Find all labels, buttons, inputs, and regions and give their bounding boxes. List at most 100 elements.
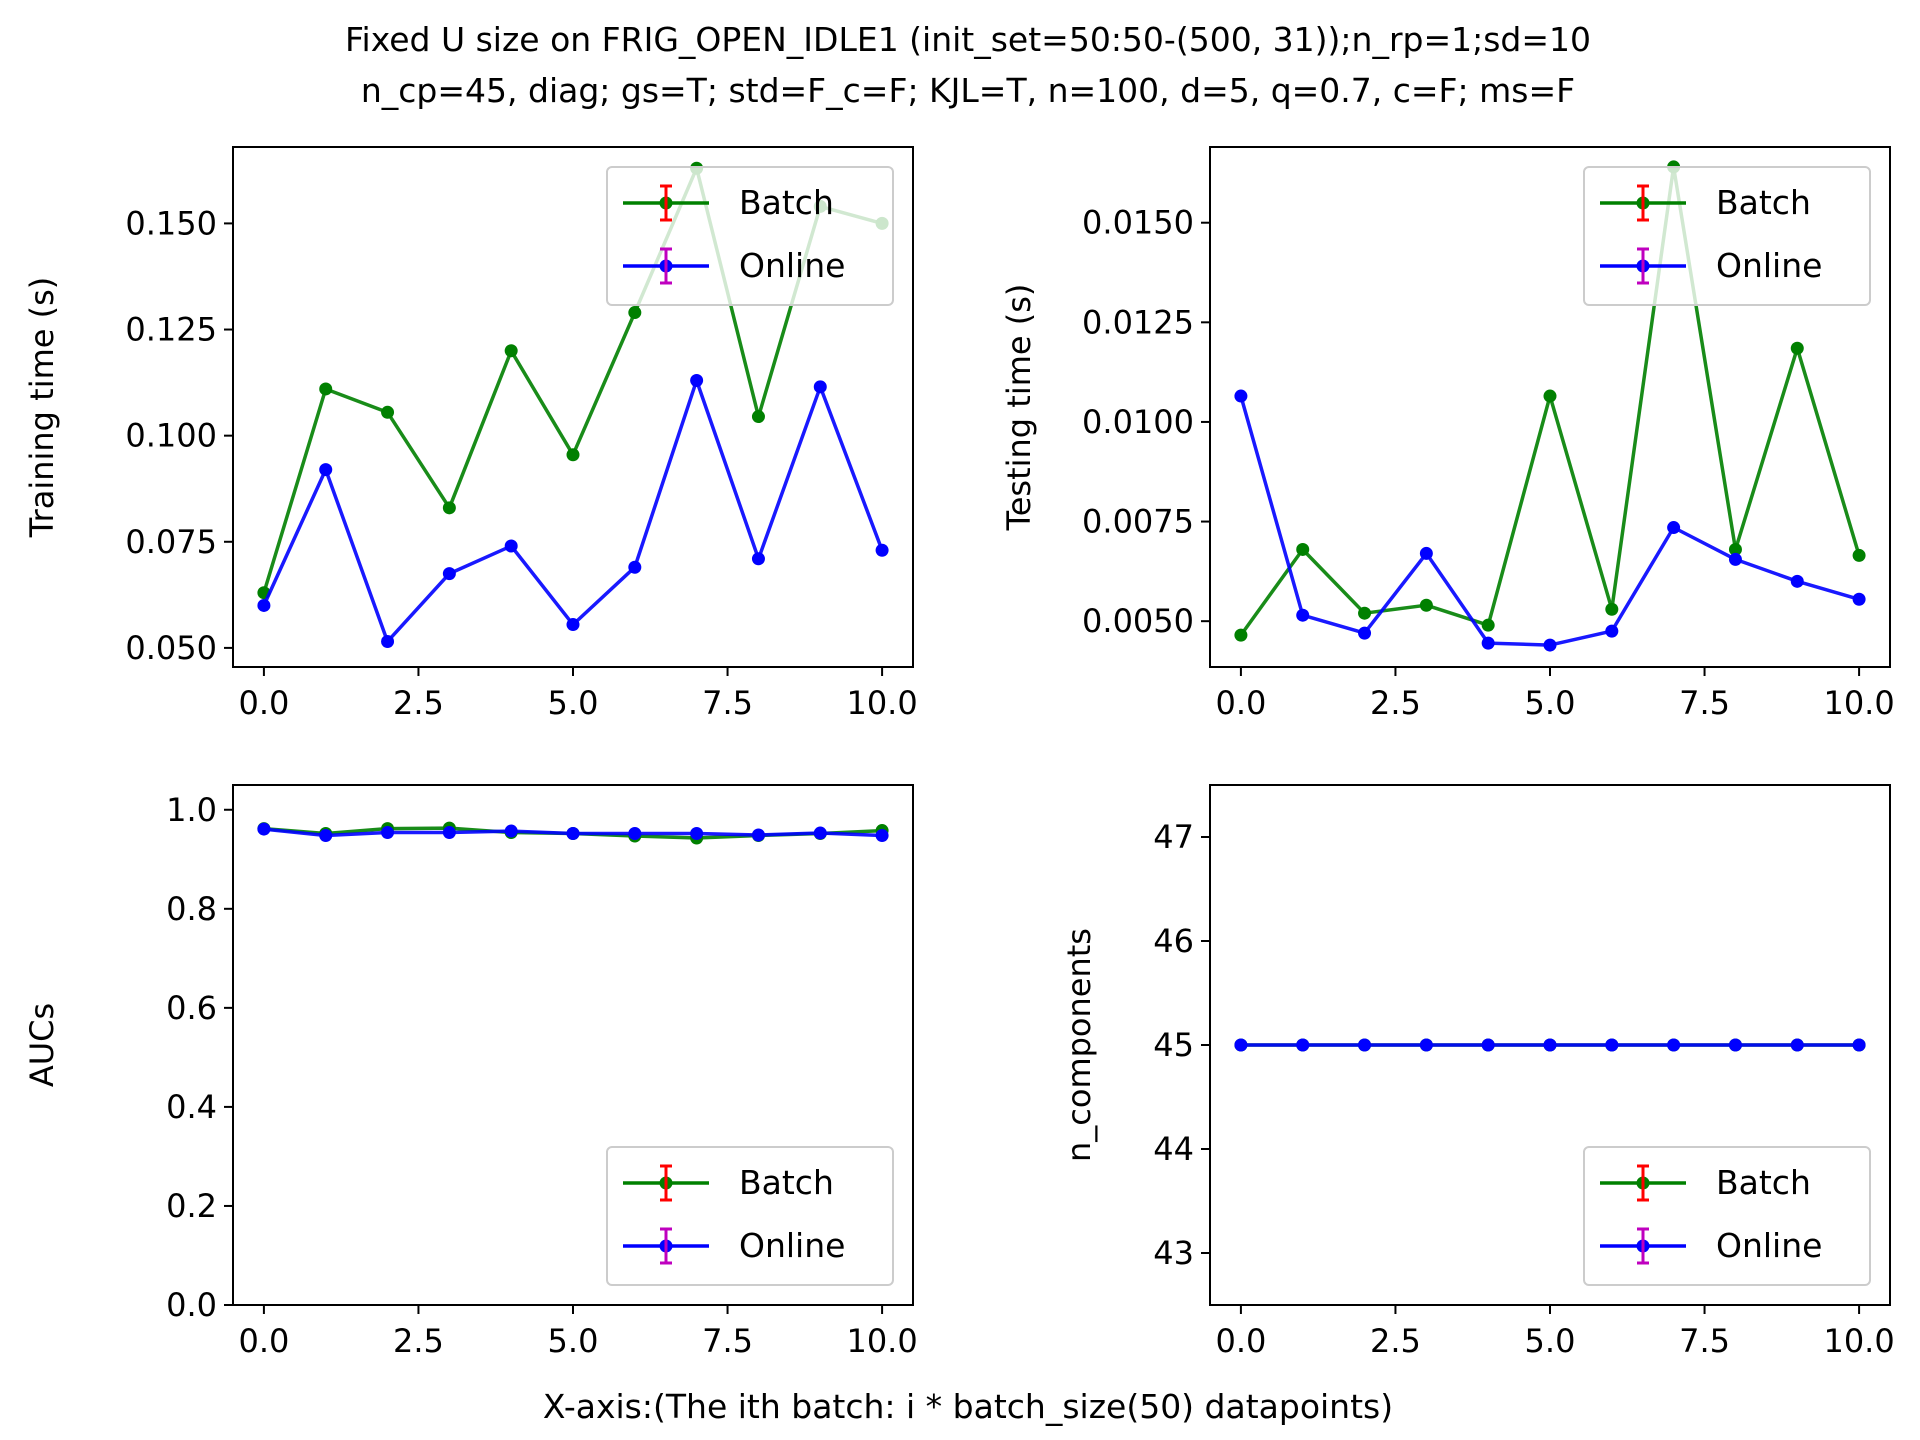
x-tick-label: 0.0 bbox=[238, 1322, 289, 1360]
subplot-1: 0.0 2.5 5.0 7.5 10.0 0.050 0.075 0.100 0.125 0.15… bbox=[23, 146, 918, 722]
data-point bbox=[1358, 1038, 1372, 1052]
x-tick-label: 7.5 bbox=[1679, 1322, 1730, 1360]
y-axis-label: Training time (s) bbox=[23, 277, 61, 539]
data-point bbox=[566, 448, 580, 462]
data-point bbox=[1419, 546, 1433, 560]
y-tick-label: 1.0 bbox=[166, 791, 217, 829]
data-point bbox=[1728, 542, 1742, 556]
x-tick-label: 10.0 bbox=[846, 684, 917, 722]
data-point bbox=[690, 373, 704, 387]
y-tick-label: 0.0075 bbox=[1082, 503, 1194, 541]
data-point bbox=[1296, 608, 1310, 622]
legend-label: Online bbox=[739, 1226, 845, 1265]
y-tick-label: 0.4 bbox=[166, 1088, 217, 1126]
data-point bbox=[1667, 1038, 1681, 1052]
data-point bbox=[319, 463, 333, 477]
legend-label: Online bbox=[739, 246, 845, 285]
y-tick-label: 46 bbox=[1153, 922, 1194, 960]
legend-label: Online bbox=[1716, 1226, 1822, 1265]
data-point bbox=[1667, 521, 1681, 535]
y-axis-label: Testing time (s) bbox=[1000, 284, 1038, 532]
data-point bbox=[1852, 1038, 1866, 1052]
data-point bbox=[257, 822, 271, 836]
data-point bbox=[1296, 1038, 1310, 1052]
x-tick-label: 10.0 bbox=[1823, 684, 1894, 722]
data-point bbox=[566, 827, 580, 841]
data-point bbox=[1605, 1038, 1619, 1052]
data-point bbox=[1419, 1038, 1433, 1052]
y-tick-label: 44 bbox=[1153, 1130, 1194, 1168]
data-point bbox=[442, 567, 456, 581]
subplots: 0.0 2.5 5.0 7.5 10.0 0.050 0.075 0.100 0.125 0.15… bbox=[23, 146, 1895, 1360]
subplot-3: 0.0 2.5 5.0 7.5 10.0 0.0 0.2 0.4 0.6 0.8 1.0 AUCs Ba… bbox=[23, 784, 918, 1360]
data-point bbox=[1852, 592, 1866, 606]
x-tick-label: 2.5 bbox=[393, 684, 444, 722]
figure-title-line2: n_cp=45, diag; gs=T; std=F_c=F; KJL=T, n… bbox=[361, 71, 1575, 110]
y-tick-label: 43 bbox=[1153, 1234, 1194, 1272]
series-online bbox=[257, 822, 889, 843]
axes-frame bbox=[1209, 784, 1891, 1306]
data-point bbox=[1543, 389, 1557, 403]
legend: Batch Online bbox=[1583, 166, 1871, 306]
y-tick-label: 0.050 bbox=[125, 629, 217, 667]
data-point bbox=[875, 829, 889, 843]
y-tick-label: 0.075 bbox=[125, 523, 217, 561]
x-tick-label: 7.5 bbox=[702, 1322, 753, 1360]
data-point bbox=[319, 829, 333, 843]
legend-label: Online bbox=[1716, 246, 1822, 285]
data-point bbox=[1728, 552, 1742, 566]
legend-label: Batch bbox=[1716, 183, 1811, 222]
x-tick-label: 2.5 bbox=[1370, 684, 1421, 722]
data-point bbox=[1605, 602, 1619, 616]
y-tick-label: 0.0 bbox=[166, 1286, 217, 1324]
legend-label: Batch bbox=[1716, 1163, 1811, 1202]
legend-label: Batch bbox=[739, 183, 834, 222]
data-point bbox=[628, 827, 642, 841]
data-point bbox=[381, 635, 395, 649]
data-point bbox=[1234, 389, 1248, 403]
data-point bbox=[751, 410, 765, 424]
axes-frame bbox=[1209, 146, 1891, 668]
y-tick-label: 0.8 bbox=[166, 890, 217, 928]
data-point bbox=[690, 827, 704, 841]
data-point bbox=[504, 824, 518, 838]
data-point bbox=[1605, 624, 1619, 638]
y-tick-label: 45 bbox=[1153, 1026, 1194, 1064]
figure-title-line1: Fixed U size on FRIG_OPEN_IDLE1 (init_se… bbox=[345, 20, 1591, 59]
data-point bbox=[504, 539, 518, 553]
y-tick-label: 0.100 bbox=[125, 417, 217, 455]
data-point bbox=[442, 826, 456, 840]
data-point bbox=[1790, 341, 1804, 355]
subplot-2: 0.0 2.5 5.0 7.5 10.0 0.0050 0.0075 0.0100 0.0125… bbox=[1000, 146, 1895, 722]
y-tick-label: 0.6 bbox=[166, 989, 217, 1027]
y-tick-label: 0.150 bbox=[125, 204, 217, 242]
data-point bbox=[504, 344, 518, 358]
data-point bbox=[1296, 542, 1310, 556]
x-tick-label: 5.0 bbox=[1525, 1322, 1576, 1360]
series-online bbox=[1234, 389, 1866, 652]
data-point bbox=[319, 382, 333, 396]
data-point bbox=[1790, 574, 1804, 588]
axes-frame bbox=[232, 784, 914, 1306]
x-tick-label: 0.0 bbox=[238, 684, 289, 722]
series-online bbox=[1234, 1038, 1866, 1052]
y-tick-label: 0.0125 bbox=[1082, 303, 1194, 341]
x-tick-label: 5.0 bbox=[1525, 684, 1576, 722]
data-point bbox=[1543, 638, 1557, 652]
x-tick-label: 10.0 bbox=[1823, 1322, 1894, 1360]
figure-xlabel: X-axis:(The ith batch: i * batch_size(50… bbox=[543, 1387, 1393, 1426]
x-tick-label: 5.0 bbox=[548, 684, 599, 722]
y-tick-label: 0.125 bbox=[125, 311, 217, 349]
data-point bbox=[1728, 1038, 1742, 1052]
data-point bbox=[875, 543, 889, 557]
x-tick-label: 7.5 bbox=[702, 684, 753, 722]
x-tick-label: 2.5 bbox=[1370, 1322, 1421, 1360]
data-point bbox=[257, 598, 271, 612]
x-tick-label: 2.5 bbox=[393, 1322, 444, 1360]
data-point bbox=[1481, 618, 1495, 632]
x-tick-label: 0.0 bbox=[1215, 1322, 1266, 1360]
data-point bbox=[381, 826, 395, 840]
data-point bbox=[1481, 636, 1495, 650]
x-tick-label: 10.0 bbox=[846, 1322, 917, 1360]
